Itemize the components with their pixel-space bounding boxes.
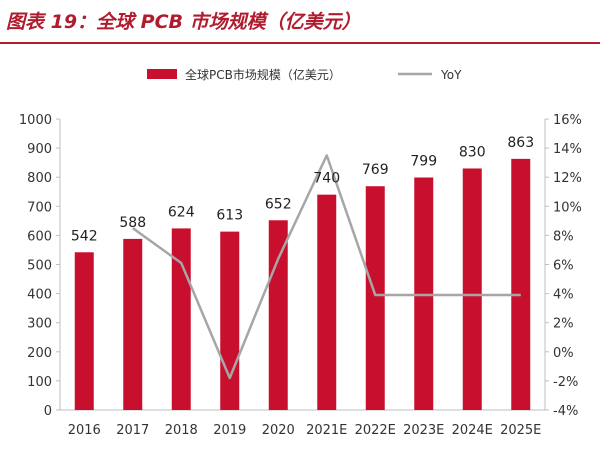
x-tick-label: 2017 — [116, 423, 149, 438]
bar — [317, 194, 337, 410]
x-tick-label: 2020 — [262, 423, 295, 438]
data-label: 588 — [119, 215, 146, 231]
bar — [414, 177, 434, 410]
right-tick-label: 8% — [553, 229, 574, 244]
data-label: 613 — [216, 208, 243, 224]
legend: 全球PCB市场规模（亿美元） YoY — [147, 67, 462, 82]
x-tick-label: 2024E — [452, 423, 493, 438]
legend-bar-swatch — [147, 69, 177, 79]
data-label: 769 — [362, 162, 389, 178]
left-tick-label: 800 — [27, 171, 52, 186]
bar — [462, 168, 482, 410]
left-tick-label: 100 — [27, 375, 52, 390]
yoy-line-series — [132, 154, 521, 380]
left-tick-label: 400 — [27, 288, 52, 303]
legend-line-label: YoY — [440, 68, 462, 82]
bar — [74, 252, 94, 410]
axes: 0 100 200 300 400 500 600 700 800 900 1000 -4% -2% 0%… — [19, 113, 582, 438]
title-bar: 图表 19：全球 PCB 市场规模（亿美元） — [0, 0, 600, 44]
pcb-market-chart: 全球PCB市场规模（亿美元） YoY 0 100 200 300 400 500 600 700… — [19, 67, 582, 438]
yoy-line — [132, 154, 521, 380]
bar — [511, 158, 531, 410]
bar — [365, 186, 385, 410]
data-label: 624 — [168, 204, 195, 220]
left-tick-label: 600 — [27, 229, 52, 244]
x-tick-label: 2022E — [355, 423, 396, 438]
bar — [123, 238, 143, 410]
x-tick-label: 2018 — [165, 423, 198, 438]
right-tick-label: 12% — [553, 171, 582, 186]
bar — [220, 231, 240, 410]
left-tick-label: 500 — [27, 259, 52, 274]
left-tick-label: 0 — [44, 404, 52, 419]
left-tick-label: 300 — [27, 317, 52, 332]
right-tick-label: 4% — [553, 288, 574, 303]
left-tick-label: 200 — [27, 346, 52, 361]
right-tick-label: -2% — [553, 375, 578, 390]
right-tick-label: 0% — [553, 346, 574, 361]
left-tick-label: 1000 — [19, 113, 52, 128]
figure-title: 图表 19：全球 PCB 市场规模（亿美元） — [6, 11, 361, 33]
data-label: 830 — [459, 144, 486, 160]
data-labels: 542 588 624 613 652 740 769 799 830 863 — [71, 135, 534, 244]
bar — [268, 220, 288, 410]
data-label: 799 — [410, 153, 437, 169]
bar-series — [74, 158, 531, 410]
right-tick-label: 10% — [553, 200, 582, 215]
data-label: 652 — [265, 196, 292, 212]
right-tick-label: 6% — [553, 259, 574, 274]
x-tick-label: 2019 — [213, 423, 246, 438]
x-tick-label: 2023E — [403, 423, 444, 438]
right-tick-label: 2% — [553, 317, 574, 332]
data-label: 740 — [313, 171, 340, 187]
left-tick-label: 700 — [27, 200, 52, 215]
left-tick-label: 900 — [27, 142, 52, 157]
x-tick-label: 2021E — [306, 423, 347, 438]
right-tick-label: -4% — [553, 404, 578, 419]
data-label: 542 — [71, 228, 98, 244]
right-tick-label: 16% — [553, 113, 582, 128]
right-tick-label: 14% — [553, 142, 582, 157]
bar — [171, 228, 191, 410]
x-tick-label: 2025E — [500, 423, 541, 438]
data-label: 863 — [507, 135, 534, 151]
legend-bar-label: 全球PCB市场规模（亿美元） — [185, 67, 341, 82]
x-tick-label: 2016 — [68, 423, 101, 438]
